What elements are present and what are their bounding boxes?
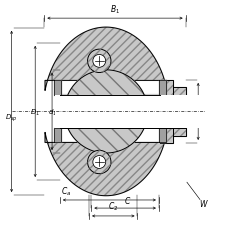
Text: $C$: $C$ [123, 194, 131, 205]
Text: $C_a$: $C_a$ [61, 185, 71, 197]
Text: $B$: $B$ [106, 90, 113, 101]
Text: $S$: $S$ [90, 113, 96, 124]
Polygon shape [60, 112, 159, 153]
Polygon shape [159, 81, 173, 95]
Text: $d$: $d$ [180, 106, 187, 117]
Text: $D_{sp}$: $D_{sp}$ [5, 112, 18, 123]
Circle shape [93, 156, 105, 169]
Circle shape [87, 151, 110, 174]
Polygon shape [158, 129, 165, 143]
Bar [159, 95, 173, 129]
Bar [55, 95, 212, 129]
Polygon shape [45, 28, 166, 91]
Polygon shape [60, 71, 159, 112]
Text: $B_1$: $B_1$ [109, 3, 120, 16]
Polygon shape [45, 133, 166, 196]
Circle shape [167, 107, 177, 117]
Polygon shape [173, 129, 185, 136]
Polygon shape [159, 129, 173, 143]
Text: $d_3$: $d_3$ [199, 107, 207, 117]
Polygon shape [158, 81, 165, 95]
Polygon shape [54, 129, 61, 143]
Circle shape [87, 50, 110, 73]
Text: $d_1$: $d_1$ [47, 107, 56, 117]
Text: $W$: $W$ [198, 197, 208, 208]
Polygon shape [54, 81, 61, 95]
Bar [173, 95, 185, 129]
Text: $C_2$: $C_2$ [108, 199, 118, 212]
Text: $D_1$: $D_1$ [30, 107, 40, 117]
Circle shape [93, 55, 105, 68]
Polygon shape [173, 87, 185, 95]
